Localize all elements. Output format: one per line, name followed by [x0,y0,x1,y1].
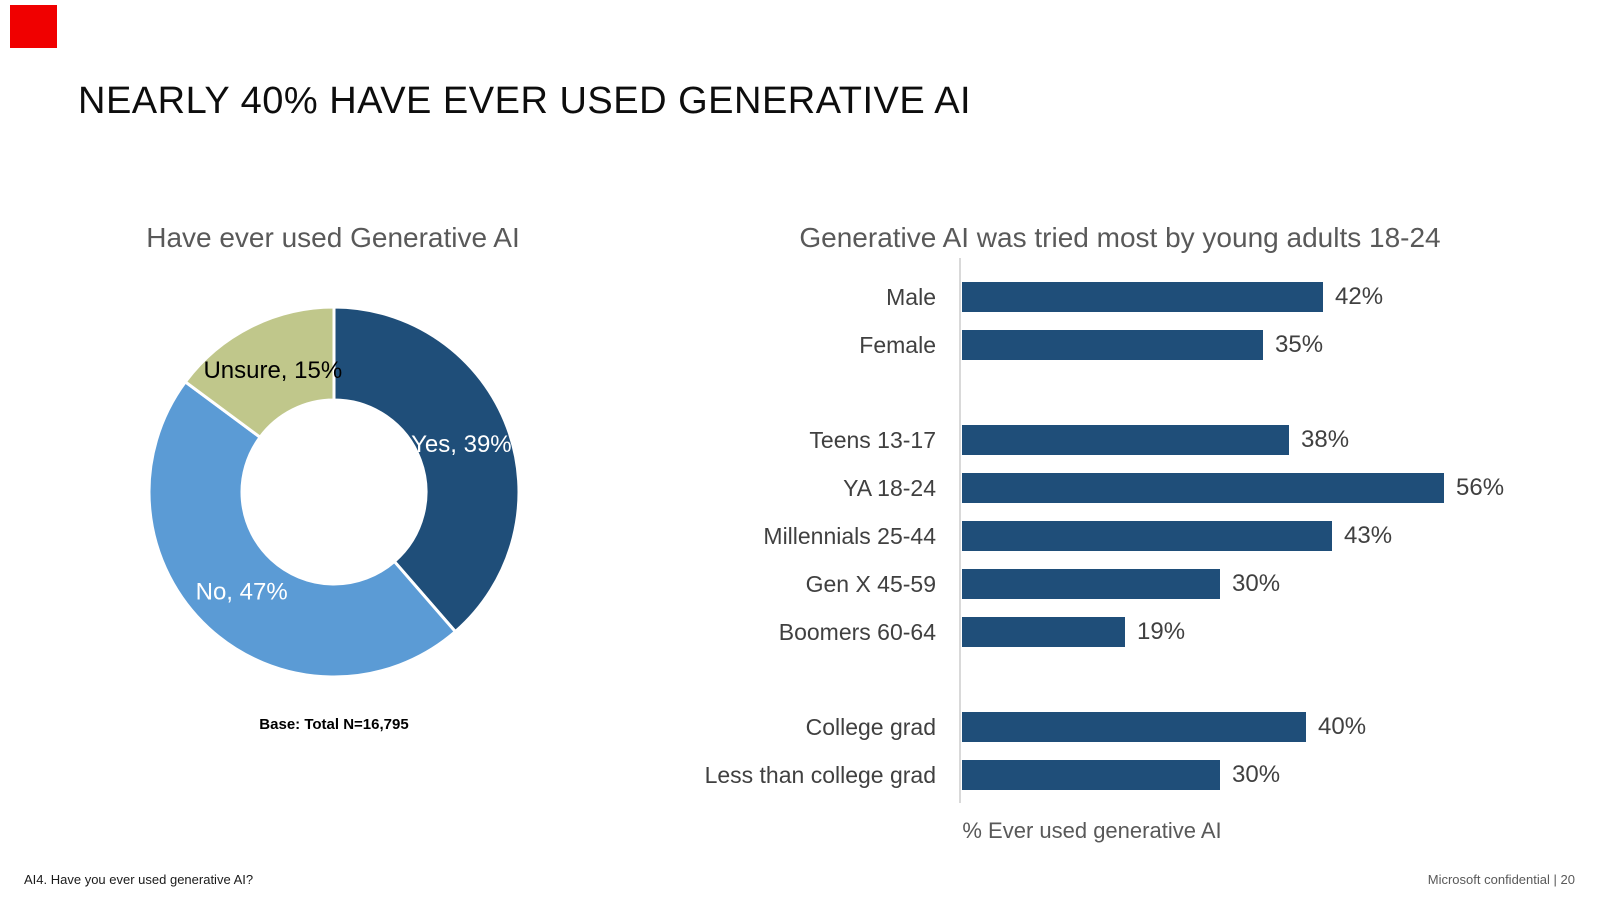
donut-slice-label-unsure: Unsure, 15% [203,357,342,384]
bar-row: College grad 40% [702,703,1562,751]
footnote-question: AI4. Have you ever used generative AI? [24,872,254,887]
bar-value-label: 43% [1344,522,1393,549]
page-number: 20 [1560,872,1575,887]
bar-category-label: College grad [805,713,936,740]
footer-confidential-text: Microsoft confidential [1427,872,1550,887]
bar [962,569,1220,599]
bar-category-label: Boomers 60-64 [778,618,936,645]
donut-chart-title: Have ever used Generative AI [146,222,520,253]
bar [962,473,1444,503]
bar-value-label: 40% [1318,713,1367,740]
bar [962,712,1306,742]
bar-value-label: 42% [1335,283,1384,310]
base-note: Base: Total N=16,795 [259,716,409,733]
bar [962,760,1220,790]
group-spacer [702,656,1562,703]
bar-row: Boomers 60-64 19% [702,608,1562,656]
bar-value-label: 30% [1232,761,1281,788]
bar [962,425,1289,455]
bar [962,521,1332,551]
bar-row: YA 18-24 56% [702,464,1562,512]
footer-separator: | [1553,872,1557,887]
donut-chart: Yes, 39% No, 47% Unsure, 15% [147,305,521,679]
bar-category-label: Less than college grad [704,761,936,788]
donut-slice-unsure [183,305,336,440]
bar-chart-rows: Male 42% Female 35% Teens 13-17 38% YA 18-24 56… [702,273,1562,799]
bar-category-label: Gen X 45-59 [805,570,936,597]
bar-value-label: 38% [1301,426,1350,453]
bar-row: Gen X 45-59 30% [702,560,1562,608]
donut-slice-yes [332,305,521,634]
accent-bar [10,5,57,48]
bar-value-label: 19% [1137,618,1186,645]
bar-chart-x-axis-label: % Ever used generative AI [962,818,1222,843]
slide-title: NEARLY 40% HAVE EVER USED GENERATIVE AI [78,80,972,122]
bar [962,282,1323,312]
bar-category-label: Millennials 25-44 [763,522,936,549]
bar-row: Millennials 25-44 43% [702,512,1562,560]
bar-value-label: 56% [1456,474,1505,501]
bar-row: Male 42% [702,273,1562,321]
bar-row: Teens 13-17 38% [702,416,1562,464]
bar-category-label: Male [886,283,936,310]
bar-row: Female 35% [702,321,1562,369]
group-spacer [702,369,1562,416]
bar-value-label: 35% [1275,331,1324,358]
bar-category-label: Female [859,331,936,358]
bar-chart-axis-line [959,258,961,803]
donut-slice-label-no: No, 47% [196,578,288,605]
bar-chart-title: Generative AI was tried most by young ad… [799,222,1441,253]
donut-slice-label-yes: Yes, 39% [411,431,512,458]
bar-value-label: 30% [1232,570,1281,597]
bar [962,330,1263,360]
donut-slice-no [147,379,458,679]
footer-confidential: Microsoft confidential | 20 [1428,872,1575,887]
bar-category-label: Teens 13-17 [809,426,936,453]
bar-category-label: YA 18-24 [843,474,936,501]
bar [962,617,1125,647]
bar-row: Less than college grad 30% [702,751,1562,799]
